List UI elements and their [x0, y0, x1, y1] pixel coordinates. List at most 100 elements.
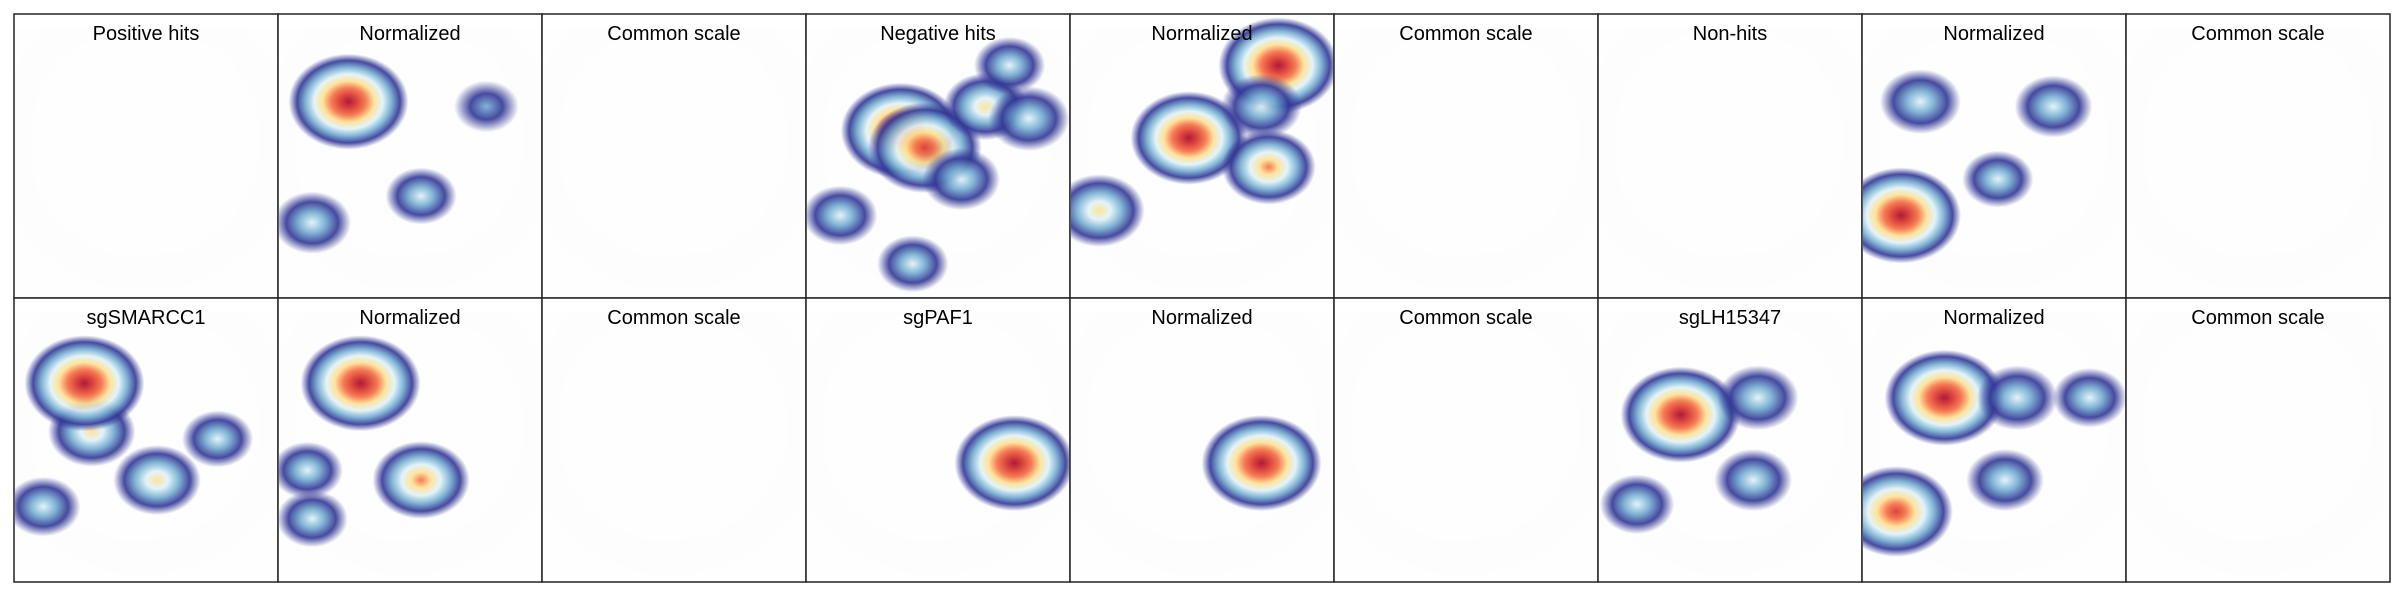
panel-r1-c8: Common scale	[2125, 297, 2391, 583]
density-hotspot	[1962, 150, 2034, 208]
panel-r0-c0: Positive hits	[13, 13, 279, 299]
panel-title: Normalized	[1943, 23, 2044, 45]
embedding-shape	[2145, 334, 2365, 560]
embedding-shape	[1617, 50, 1837, 276]
density-hotspot	[279, 441, 343, 499]
density-hotspot	[454, 80, 519, 133]
density-hotspot	[1863, 466, 1953, 557]
panel-title: sgLH15347	[1679, 307, 1781, 329]
panel-plot	[1353, 50, 1573, 276]
panel-title: Common scale	[1399, 23, 1532, 45]
panel-title: Normalized	[1943, 307, 2044, 329]
panel-title: Common scale	[1399, 307, 1532, 329]
panel-r0-c8: Common scale	[2125, 13, 2391, 299]
density-hotspot	[279, 490, 348, 548]
panel-r0-c2: Common scale	[541, 13, 807, 299]
panel-title: Positive hits	[93, 23, 200, 45]
panel-title: sgSMARCC1	[87, 307, 206, 329]
panel-title: Common scale	[2191, 307, 2324, 329]
panel-plot	[1863, 50, 2101, 276]
panel-title: sgPAF1	[903, 307, 973, 329]
panel-r1-c6: sgLH15347	[1597, 297, 1863, 583]
density-hotspot	[279, 191, 352, 254]
embedding-shape	[1353, 50, 1573, 276]
density-hotspot	[1221, 129, 1316, 205]
density-hotspot	[1884, 349, 2005, 446]
density-hotspot	[1976, 365, 2058, 431]
panel-plot	[807, 36, 1069, 293]
panels-layer: Positive hits Normalized Common scale Negat…	[13, 13, 2391, 583]
panel-plot	[825, 334, 1069, 560]
density-hotspot	[113, 445, 201, 516]
density-hotspot	[24, 335, 145, 432]
panel-r0-c1: Normalized	[277, 13, 543, 299]
panel-plot	[279, 50, 519, 276]
panel-plot	[279, 334, 517, 560]
panel-plot	[2145, 334, 2365, 560]
panel-title: Normalized	[359, 23, 460, 45]
density-hotspot	[300, 335, 421, 432]
density-hotspot	[1599, 474, 1675, 535]
panel-plot	[1353, 334, 1573, 560]
embedding-shape	[33, 50, 253, 276]
embedding-shape	[561, 50, 781, 276]
panel-plot	[561, 334, 781, 560]
density-hotspot	[1071, 174, 1145, 247]
density-hotspot	[181, 410, 254, 468]
panel-title: Normalized	[1151, 307, 1252, 329]
panel-r1-c0: sgSMARCC1	[13, 297, 279, 583]
panel-r1-c1: Normalized	[277, 297, 543, 583]
panel-title: Common scale	[2191, 23, 2324, 45]
panel-plot	[1599, 334, 1837, 560]
density-hotspot	[1879, 69, 1961, 135]
density-hotspot	[1221, 74, 1302, 139]
density-hotspot	[372, 441, 470, 519]
panel-title: Common scale	[607, 23, 740, 45]
density-hotspot	[922, 148, 1001, 211]
panel-r1-c2: Common scale	[541, 297, 807, 583]
panel-plot	[2145, 50, 2365, 276]
panel-plot	[561, 50, 781, 276]
panel-r0-c5: Common scale	[1333, 13, 1599, 299]
panel-plot	[15, 334, 254, 560]
density-hotspot	[954, 415, 1069, 512]
panel-r1-c3: sgPAF1	[805, 297, 1071, 583]
panel-plot	[33, 50, 253, 276]
embedding-shape	[2145, 50, 2365, 276]
panel-r1-c5: Common scale	[1333, 297, 1599, 583]
panel-title: Common scale	[607, 307, 740, 329]
density-hotspot	[1717, 365, 1799, 431]
panel-plot	[1089, 334, 1322, 560]
density-hotspot	[2014, 75, 2093, 138]
density-hotspot	[15, 476, 81, 537]
panel-r0-c6: Non-hits	[1597, 13, 1863, 299]
panel-r1-c7: Normalized	[1861, 297, 2127, 583]
panel-r0-c3: Negative hits	[805, 13, 1071, 299]
density-hotspot	[1966, 448, 2044, 512]
panel-title: Non-hits	[1693, 23, 1767, 45]
density-hotspot	[807, 185, 878, 246]
density-hotspot	[2052, 367, 2125, 428]
embedding-shape	[1353, 334, 1573, 560]
density-hotspot	[1863, 167, 1962, 264]
density-hotspot	[988, 86, 1069, 151]
panel-title: Normalized	[1151, 23, 1252, 45]
embedding-shape	[561, 334, 781, 560]
panel-r1-c4: Normalized	[1069, 297, 1335, 583]
density-hotspot	[877, 235, 949, 293]
panel-r0-c7: Normalized	[1861, 13, 2127, 299]
density-hotspot	[288, 53, 409, 150]
panel-plot	[1071, 17, 1333, 276]
panel-plot	[1863, 334, 2125, 560]
panel-title: Negative hits	[880, 23, 996, 45]
density-hotspot	[973, 36, 1046, 94]
panel-r0-c4: Normalized	[1069, 13, 1335, 299]
density-hotspot	[1201, 415, 1322, 512]
density-hotspot	[1620, 366, 1741, 463]
panel-title: Normalized	[359, 307, 460, 329]
density-hotspot	[1714, 448, 1793, 512]
density-hotspot	[385, 167, 457, 225]
panel-plot	[1617, 50, 1837, 276]
